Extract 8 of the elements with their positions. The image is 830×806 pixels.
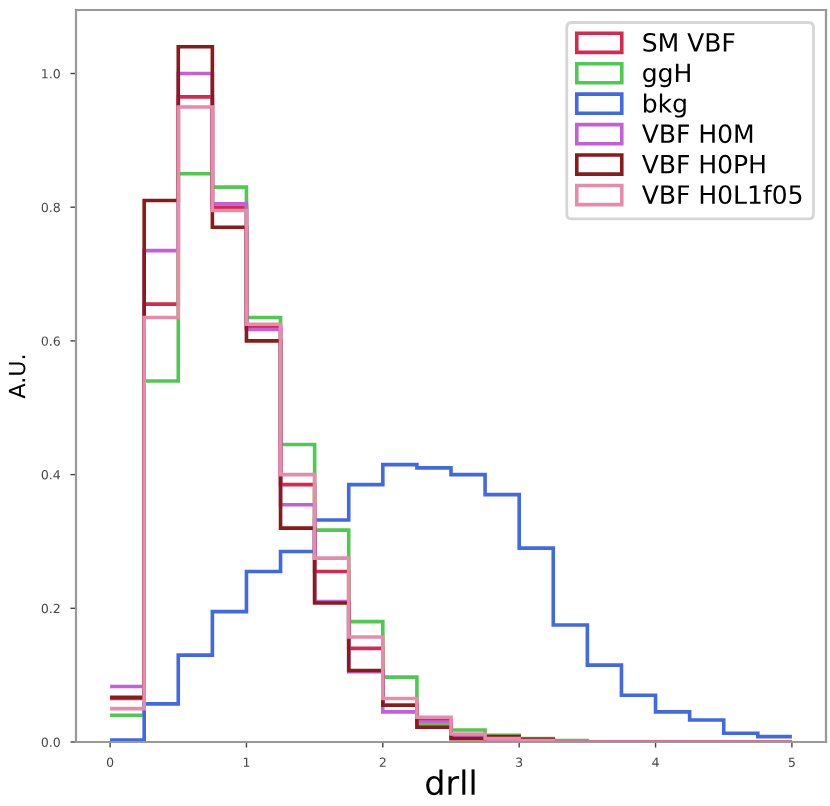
y-axis-title: A.U.: [8, 355, 26, 399]
legend-label: VBF H0M: [641, 124, 753, 144]
legend-label: ggH: [643, 63, 690, 88]
legend-label: VBF H0PH: [641, 154, 765, 174]
legend-label: bkg: [644, 93, 686, 118]
legend-label: SM VBF: [643, 32, 735, 52]
legend-label: VBF H0L1f05: [641, 184, 802, 205]
x-axis-title: drll: [426, 769, 475, 796]
